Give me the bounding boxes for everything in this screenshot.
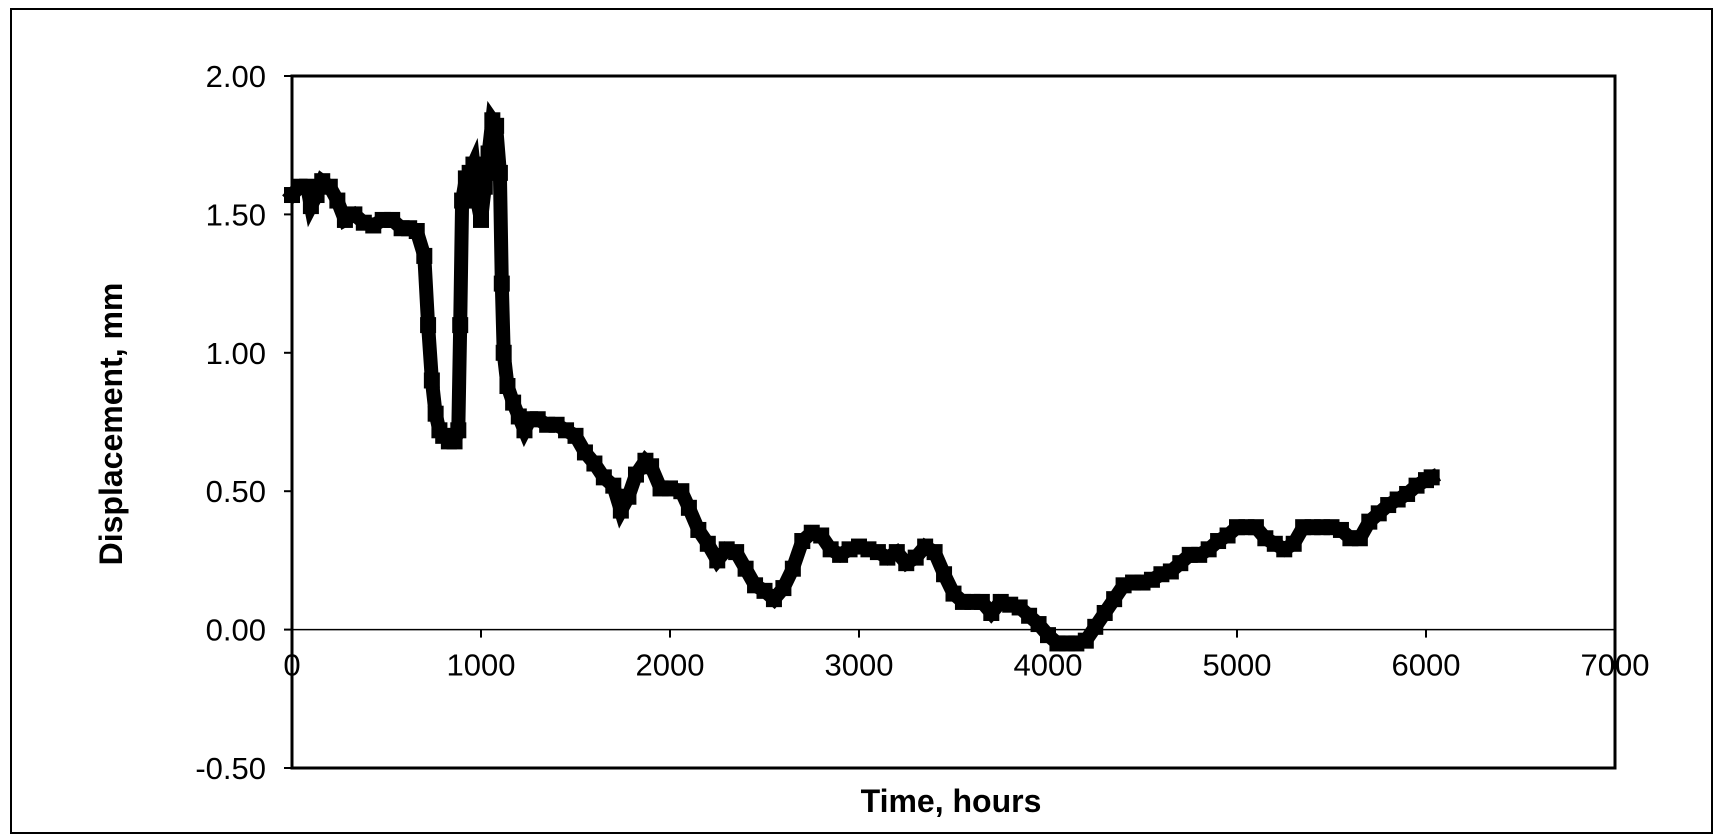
data-point — [450, 422, 467, 439]
data-point — [586, 455, 603, 472]
data-point — [321, 178, 338, 195]
data-point — [416, 247, 433, 264]
data-point — [728, 544, 745, 561]
data-point — [469, 192, 486, 209]
x-tick-label: 2000 — [636, 648, 705, 683]
data-point — [476, 178, 493, 195]
data-point — [1077, 632, 1094, 649]
data-point — [567, 427, 584, 444]
x-tick-label: 3000 — [825, 648, 894, 683]
y-tick-label: -0.50 — [195, 751, 266, 786]
data-point — [936, 566, 953, 583]
data-point — [699, 535, 716, 552]
data-point — [620, 488, 637, 505]
data-point — [454, 192, 471, 209]
data-point — [813, 527, 830, 544]
data-point — [784, 560, 801, 577]
data-point — [329, 192, 346, 209]
data-point — [775, 580, 792, 597]
data-point — [408, 223, 425, 240]
data-point — [612, 502, 629, 519]
data-point — [926, 544, 943, 561]
x-tick-label: 7000 — [1581, 648, 1650, 683]
data-point — [690, 521, 707, 538]
y-tick-label: 2.00 — [206, 59, 266, 94]
data-point — [488, 117, 505, 134]
x-tick-label: 0 — [283, 648, 300, 683]
data-point — [493, 275, 510, 292]
x-tick-label: 4000 — [1014, 648, 1083, 683]
data-point — [737, 560, 754, 577]
y-tick-label: 0.00 — [206, 613, 266, 648]
data-point — [505, 394, 522, 411]
data-point — [643, 458, 660, 475]
data-point — [308, 187, 325, 204]
data-point — [1351, 530, 1368, 547]
x-tick-label: 6000 — [1392, 648, 1461, 683]
data-point — [499, 378, 516, 395]
data-point — [480, 145, 497, 162]
data-point — [465, 156, 482, 173]
data-point — [1423, 469, 1440, 486]
data-point — [673, 483, 690, 500]
y-tick-label: 0.50 — [206, 474, 266, 509]
data-point — [423, 372, 440, 389]
x-tick-label: 1000 — [447, 648, 516, 683]
data-point — [1106, 591, 1123, 608]
data-point — [420, 317, 437, 334]
data-point — [627, 466, 644, 483]
x-axis-title: Time, hours — [861, 783, 1042, 819]
data-point — [495, 344, 512, 361]
y-tick-label: 1.00 — [206, 336, 266, 371]
data-point — [1096, 604, 1113, 621]
data-point — [1285, 535, 1302, 552]
data-point — [491, 164, 508, 181]
data-point — [680, 499, 697, 516]
data-point — [452, 317, 469, 334]
x-tick-label: 5000 — [1203, 648, 1272, 683]
data-point — [473, 211, 489, 228]
y-tick-label: 1.50 — [206, 197, 266, 232]
data-point — [605, 477, 622, 494]
data-point — [1087, 618, 1104, 635]
y-axis-title: Displacement, mm — [93, 283, 129, 566]
data-point — [427, 405, 444, 422]
